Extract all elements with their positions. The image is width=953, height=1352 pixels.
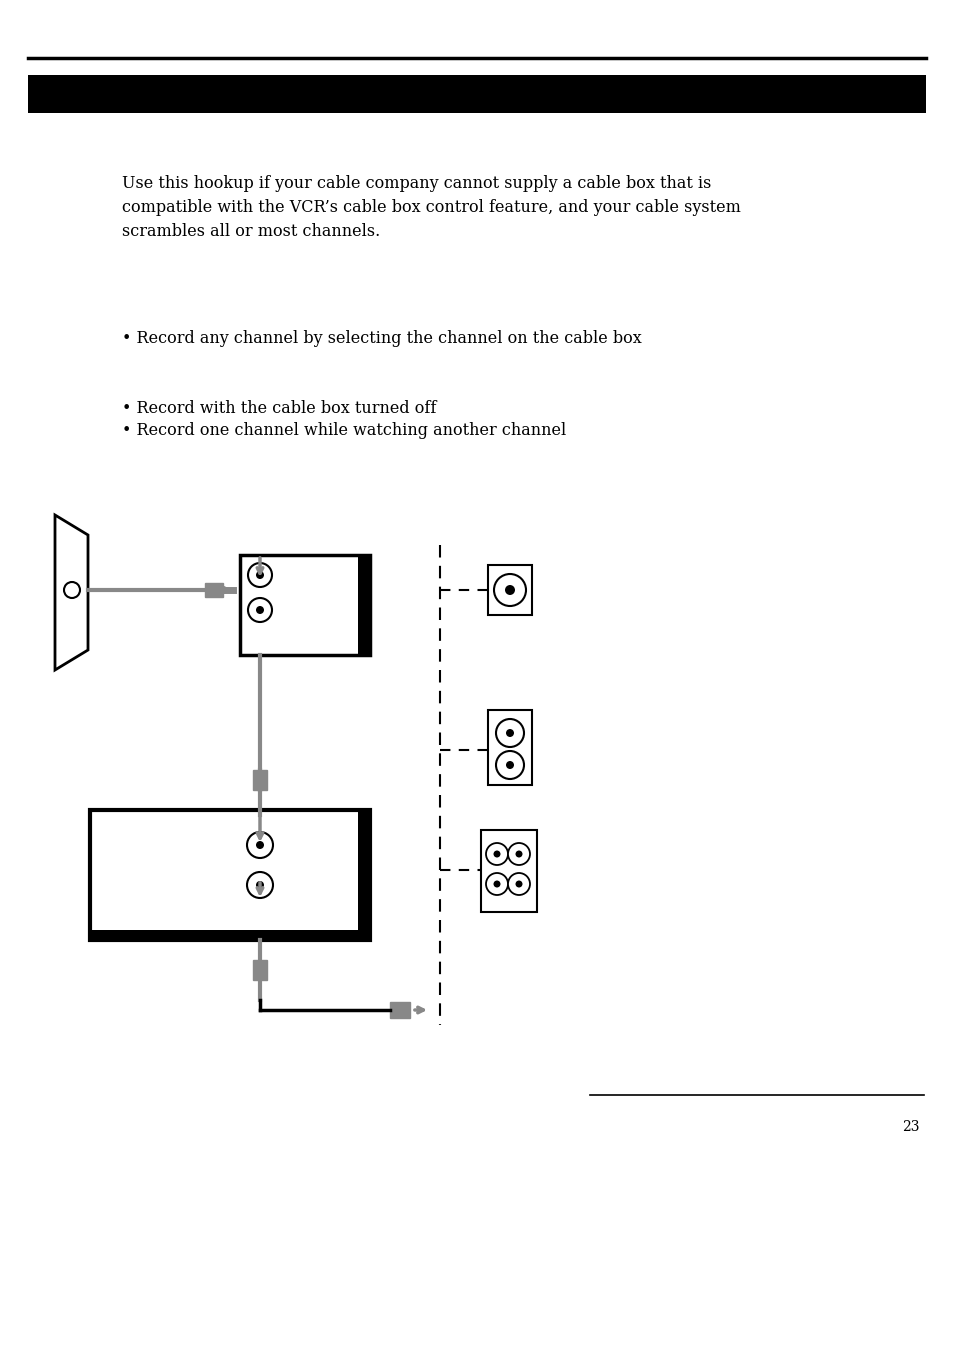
Bar <box>90 810 370 940</box>
Bar <box>253 771 267 790</box>
Bar <box>357 556 370 654</box>
Text: 23: 23 <box>902 1119 919 1134</box>
Circle shape <box>504 585 515 595</box>
Circle shape <box>515 850 522 857</box>
Circle shape <box>493 850 500 857</box>
Bar <box>488 710 532 786</box>
Circle shape <box>494 575 525 606</box>
Circle shape <box>505 729 514 737</box>
Circle shape <box>255 571 264 579</box>
Circle shape <box>485 844 507 865</box>
Bar <box>390 1002 410 1018</box>
Bar <box>488 565 532 615</box>
Circle shape <box>496 719 523 748</box>
Bar <box>90 930 370 940</box>
Text: Use this hookup if your cable company cannot supply a cable box that is
compatib: Use this hookup if your cable company ca… <box>122 174 740 241</box>
Bar <box>28 74 925 114</box>
Bar <box>205 583 223 598</box>
Circle shape <box>247 872 273 898</box>
Bar <box>240 556 370 654</box>
Circle shape <box>507 844 530 865</box>
Text: • Record with the cable box turned off: • Record with the cable box turned off <box>122 400 436 416</box>
Bar <box>357 810 370 940</box>
Circle shape <box>248 562 272 587</box>
Circle shape <box>507 873 530 895</box>
Circle shape <box>505 761 514 769</box>
Circle shape <box>493 880 500 887</box>
Text: • Record any channel by selecting the channel on the cable box: • Record any channel by selecting the ch… <box>122 330 641 347</box>
Bar <box>480 830 537 913</box>
Circle shape <box>485 873 507 895</box>
Circle shape <box>496 750 523 779</box>
Bar <box>253 960 267 980</box>
Circle shape <box>248 598 272 622</box>
Circle shape <box>255 882 264 890</box>
Circle shape <box>255 606 264 614</box>
Circle shape <box>255 841 264 849</box>
Circle shape <box>515 880 522 887</box>
Text: • Record one channel while watching another channel: • Record one channel while watching anot… <box>122 422 566 439</box>
Circle shape <box>247 831 273 859</box>
